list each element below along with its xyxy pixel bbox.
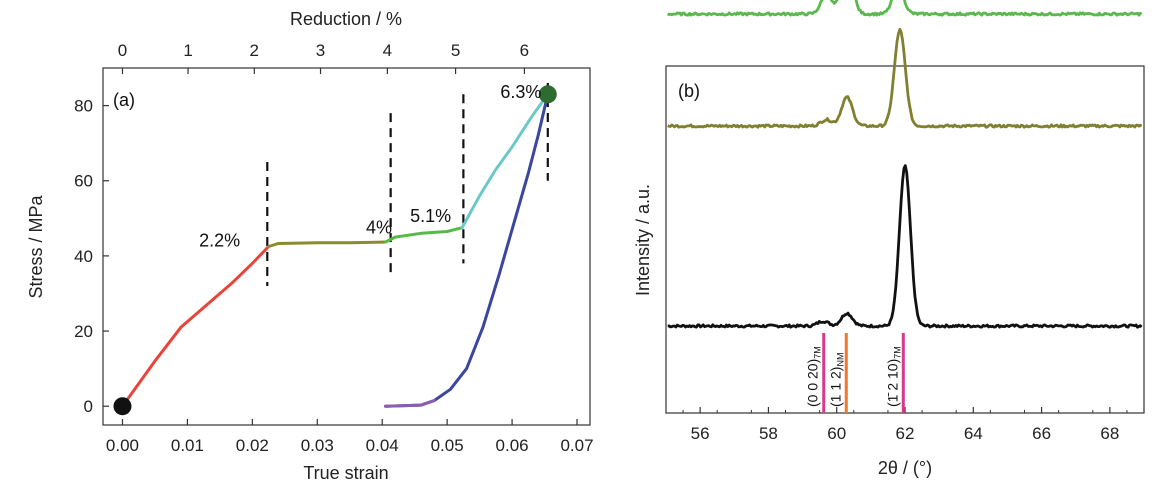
x-tick-label: 64 [964, 424, 983, 443]
panel-a: (a) True strain Reduction / % Stress / M… [26, 9, 594, 483]
y-tick-label: 80 [74, 97, 93, 116]
x-tick-label: 66 [1032, 424, 1051, 443]
x-tick-label: 0.06 [496, 436, 529, 455]
x-tick-label: 60 [827, 424, 846, 443]
x2-tick-label: 0 [118, 41, 127, 60]
strain-annotation: 6.3% [500, 82, 541, 102]
panel-b: (b) 2θ / (°) Intensity / a.u. 56 58 60 62 64… [633, 0, 1145, 478]
x-tick-label: 56 [691, 424, 710, 443]
panel-a-ylabel: Stress / MPa [26, 195, 46, 299]
x-tick-label: 0.00 [106, 436, 139, 455]
x2-tick-label: 3 [316, 41, 325, 60]
y-tick-label: 20 [74, 322, 93, 341]
reference-peak-label: (1 1 2)NM [827, 353, 845, 407]
x-tick-label: 0.07 [560, 436, 593, 455]
series-line-stage-4 [460, 92, 550, 230]
panel-b-frame [665, 65, 1145, 414]
xrd-pattern-0pct [667, 164, 1143, 329]
y-tick-label: 40 [74, 247, 93, 266]
series-line-stage-3 [384, 226, 464, 244]
x-tick-label: 58 [759, 424, 778, 443]
x-tick-label: 0.03 [301, 436, 334, 455]
series-line-unloading-tail [384, 399, 436, 408]
x-tick-label: 0.04 [366, 436, 399, 455]
x-tick-label: 68 [1100, 424, 1119, 443]
xrd-pattern-2-2pct [667, 27, 1143, 129]
panel-a-frame [102, 67, 591, 426]
y-tick-label: 0 [84, 397, 93, 416]
series-line-stage-1 [121, 245, 271, 408]
x-tick-label: 62 [896, 424, 915, 443]
reference-peak-label: (1̄ 2 10)7M [884, 346, 902, 407]
data-point-marker [538, 85, 557, 104]
x-tick-label: 0.02 [236, 436, 269, 455]
panel-a-xlabel: True strain [303, 463, 388, 483]
panel-a-label: (a) [113, 90, 135, 110]
x2-tick-label: 2 [250, 41, 259, 60]
x2-tick-label: 4 [383, 41, 392, 60]
reference-peak-label: (0 0 20)7M [805, 346, 823, 407]
x2-tick-label: 1 [183, 41, 192, 60]
x-tick-label: 0.01 [171, 436, 204, 455]
y-tick-label: 60 [74, 172, 93, 191]
x2-tick-label: 6 [520, 41, 529, 60]
data-point-marker [113, 397, 132, 416]
strain-annotation: 5.1% [410, 206, 451, 226]
panel-b-xlabel: 2θ / (°) [878, 458, 932, 478]
x2-tick-label: 5 [451, 41, 460, 60]
series-line-unloading [384, 92, 550, 408]
strain-annotation: 2.2% [199, 231, 240, 251]
panel-a-x2label: Reduction / % [290, 9, 402, 29]
strain-annotation: 4% [366, 217, 392, 237]
panel-b-label: (b) [678, 81, 700, 101]
xrd-pattern-4pct [666, 0, 1143, 17]
x-tick-label: 0.05 [431, 436, 464, 455]
panel-b-ylabel: Intensity / a.u. [633, 184, 653, 296]
series-line-stage-2 [267, 240, 387, 248]
